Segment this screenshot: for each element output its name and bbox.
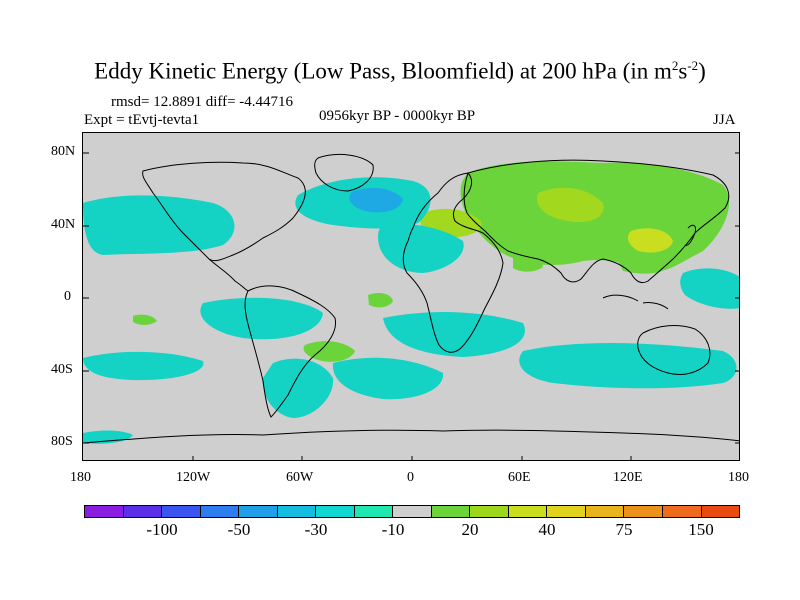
colorbar-swatch [701,506,740,517]
north-america-coast [142,161,306,262]
season-label: JJA [713,112,736,128]
colorbar-swatch [200,506,240,517]
map-title: Eddy Kinetic Energy (Low Pass, Bloomfiel… [94,58,706,84]
pacific-positive-region [618,258,668,274]
colorbar-swatch [662,506,702,517]
lon-label-60e: 60E [508,470,531,485]
map-panel [82,132,740,461]
japan-coast [684,224,696,246]
stats-text: rmsd= 12.8891 diff= -4.44716 [111,94,294,110]
antarctic-rim-negative [83,430,133,444]
positive-anomaly-regions [133,161,730,362]
lon-label-120e: 120E [613,470,643,485]
colorbar-label: -100 [146,520,178,539]
colorbar-label: -30 [304,520,328,539]
north-atlantic-core [349,187,403,213]
indonesia-coast [602,294,669,310]
colorbar-swatch [354,506,394,517]
colorbar-swatch [585,506,625,517]
north-pacific-negative [83,195,235,255]
coastlines [83,154,739,444]
colorbar [84,505,740,518]
indian-ocean-negative [383,311,525,357]
pacific-small-positive [133,314,157,325]
colorbar-label: 40 [538,520,556,539]
lat-label-40n: 40N [51,217,76,232]
colorbar-label: 20 [461,520,479,539]
lat-label-80s: 80S [51,434,73,449]
colorbar-label: 150 [688,520,714,539]
period-label: 0956kyr BP - 0000kyr BP [319,108,476,124]
colorbar-swatch [431,506,471,517]
europe-africa-coast [402,172,504,353]
central-asia-high-region [537,187,604,223]
far-east-pacific-negative [680,268,739,309]
expt-label: Expt = tEvtj-tevta1 [84,112,200,128]
lon-label-120w: 120W [176,470,211,485]
equatorial-positive-region [368,293,393,308]
colorbar-swatch [239,506,278,517]
colorbar-swatch [393,506,432,517]
lat-label-40s: 40S [51,362,73,377]
colorbar-swatch [470,506,509,517]
south-america-negative [262,358,334,418]
colorbar-swatch [508,506,548,517]
southern-ocean-west [83,351,204,381]
asia-coast [463,159,730,284]
antarctica-coast [83,429,739,444]
tropical-atlantic-negative [378,223,464,273]
south-pacific-negative [200,297,323,340]
south-atlantic-positive-region [303,341,355,362]
colorbar-swatch [277,506,317,517]
lon-label-180w: 180 [70,470,91,485]
lon-label-0: 0 [407,470,414,485]
colorbar-swatch [547,506,586,517]
south-atlantic-negative [332,357,444,400]
lon-label-60w: 60W [286,470,314,485]
negative-anomaly-regions [83,177,739,444]
colorbar-label: 75 [615,520,633,539]
lat-label-80n: 80N [51,144,76,159]
colorbar-label: -10 [381,520,405,539]
axis-ticks [83,152,739,460]
south-america-coast [244,285,337,418]
colorbar-swatch [162,506,201,517]
colorbar-label: -50 [227,520,251,539]
australia-coast [637,325,711,376]
lon-label-180e: 180 [728,470,749,485]
map-plot [83,152,739,460]
colorbar-swatch [123,506,163,517]
colorbar-swatch [624,506,663,517]
greenland-coast [314,154,374,192]
colorbar-swatch [85,506,124,517]
lat-label-eq: 0 [64,289,71,304]
indian-positive-region [513,257,543,272]
colorbar-swatch [316,506,355,517]
australia-south-negative [519,343,737,389]
east-asia-high-region [627,228,673,253]
central-america-coast [208,258,249,292]
